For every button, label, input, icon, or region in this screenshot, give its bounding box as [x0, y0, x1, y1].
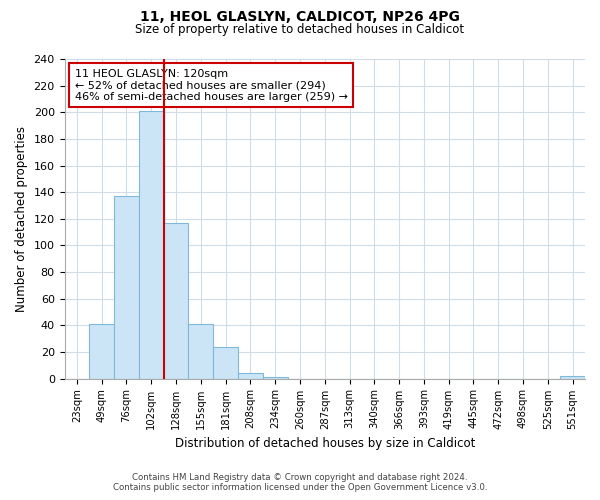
Text: Contains HM Land Registry data © Crown copyright and database right 2024.
Contai: Contains HM Land Registry data © Crown c…	[113, 473, 487, 492]
Text: Size of property relative to detached houses in Caldicot: Size of property relative to detached ho…	[136, 22, 464, 36]
Bar	[89, 324, 114, 378]
Y-axis label: Number of detached properties: Number of detached properties	[15, 126, 28, 312]
Bar	[164, 223, 188, 378]
Bar	[213, 346, 238, 378]
Bar	[560, 376, 585, 378]
Bar	[188, 324, 213, 378]
Bar	[263, 377, 287, 378]
X-axis label: Distribution of detached houses by size in Caldicot: Distribution of detached houses by size …	[175, 437, 475, 450]
Text: 11 HEOL GLASLYN: 120sqm
← 52% of detached houses are smaller (294)
46% of semi-d: 11 HEOL GLASLYN: 120sqm ← 52% of detache…	[75, 68, 348, 102]
Text: 11, HEOL GLASLYN, CALDICOT, NP26 4PG: 11, HEOL GLASLYN, CALDICOT, NP26 4PG	[140, 10, 460, 24]
Bar	[238, 373, 263, 378]
Bar	[114, 196, 139, 378]
Bar	[139, 111, 164, 378]
